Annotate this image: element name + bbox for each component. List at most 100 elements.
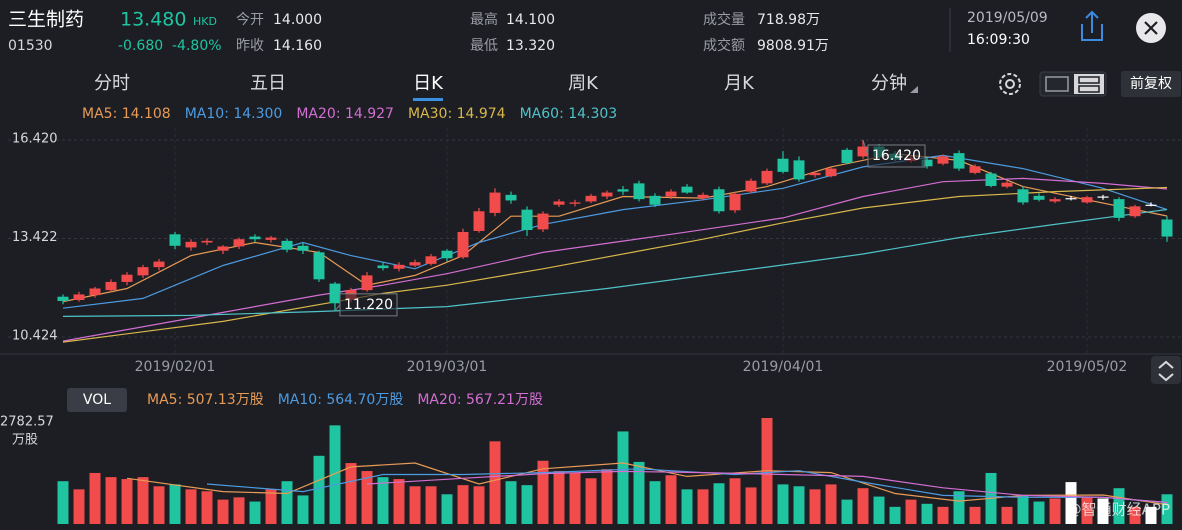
candle-body — [761, 170, 773, 184]
candle-body — [1145, 204, 1157, 206]
tab[interactable]: 五日 — [250, 73, 286, 94]
volume-bar — [921, 503, 933, 524]
volume-bar — [1081, 496, 1093, 524]
tab[interactable]: 日K — [413, 73, 444, 94]
candle-body — [1049, 199, 1061, 202]
candle-body — [377, 265, 389, 269]
candle-body — [265, 237, 277, 240]
volume-bar — [953, 491, 965, 524]
candle-body — [521, 209, 533, 231]
moving-average-line — [62, 208, 1168, 317]
stat-value: 14.100 — [506, 12, 555, 28]
volume-bar — [1097, 498, 1109, 524]
volume-bar — [473, 486, 485, 524]
y-tick-label: 10.424 — [12, 328, 58, 343]
candle-body — [569, 202, 581, 204]
candle-body — [1065, 198, 1077, 200]
tab[interactable]: 周K — [568, 73, 599, 94]
candle-body — [1097, 196, 1109, 198]
volume-bar — [825, 484, 837, 524]
volume-bar — [521, 485, 533, 524]
tab[interactable]: 月K — [724, 73, 755, 94]
tab[interactable]: 分时 — [94, 73, 130, 94]
candle-body — [489, 192, 501, 213]
close-button[interactable] — [1136, 13, 1166, 43]
toggle-single[interactable] — [1045, 76, 1069, 92]
volume-bar — [105, 477, 117, 524]
extreme-label: 16.420 — [872, 148, 921, 164]
volume-bar — [121, 479, 133, 524]
moving-average-line — [206, 468, 1168, 504]
currency: HKD — [193, 15, 217, 28]
share-icon-arrow — [1085, 10, 1099, 33]
volume-bar — [793, 486, 805, 524]
candle-body — [953, 153, 965, 169]
stat-value: 13.320 — [506, 38, 555, 54]
volume-bar — [313, 455, 325, 524]
candle-body — [857, 146, 869, 157]
volume-bar — [1065, 482, 1077, 524]
volume-bar — [361, 471, 373, 524]
layout-toggle[interactable] — [1039, 71, 1107, 97]
candle-body — [921, 159, 933, 167]
legend-entry: MA10: 14.300 — [185, 106, 283, 122]
volume-bar — [185, 489, 197, 524]
candle-body — [713, 189, 725, 212]
collapse-button[interactable] — [1151, 356, 1181, 384]
candle-body — [185, 241, 197, 248]
candle-body — [425, 256, 437, 264]
legend-entry: MA30: 14.974 — [408, 106, 506, 122]
share-button[interactable] — [1081, 10, 1103, 41]
candle-body — [73, 294, 85, 301]
candle-body — [233, 239, 245, 247]
volume-bar — [1113, 488, 1125, 524]
volume-bar — [937, 506, 949, 524]
quote-time: 16:09:30 — [967, 32, 1030, 48]
volume-bar — [665, 475, 677, 524]
candle-body — [329, 283, 341, 304]
candle-body — [601, 192, 613, 197]
stat-value: 14.000 — [273, 12, 322, 28]
dropdown-triangle — [910, 86, 918, 93]
volume-bar — [409, 486, 421, 524]
settings-button[interactable] — [999, 73, 1021, 95]
volume-bar — [345, 463, 357, 524]
volume-bar — [745, 487, 757, 524]
moving-average-line — [62, 177, 1168, 342]
quote-date: 2019/05/09 — [967, 10, 1048, 26]
candle-body — [1033, 195, 1045, 200]
adjust-button[interactable]: 前复权 — [1121, 71, 1181, 97]
volume-indicator-button[interactable]: VOL — [67, 388, 127, 412]
tab-bar: 分时 五日 日K 周K 月K 分钟 — [94, 73, 907, 101]
legend-entry: MA20: 567.21万股 — [417, 392, 543, 408]
share-icon-box — [1081, 24, 1103, 41]
candle-body — [841, 149, 853, 163]
toggle-split-top — [1078, 76, 1100, 84]
volume-bar — [265, 489, 277, 524]
candle-body — [1113, 199, 1125, 218]
candle-body — [121, 274, 133, 282]
candle-body — [393, 264, 405, 269]
candle-body — [969, 166, 981, 173]
stock-name: 三生制药 — [8, 9, 84, 31]
vol-button-label: VOL — [83, 392, 111, 408]
volume-bar — [777, 484, 789, 524]
price-change-pct: -4.80% — [172, 38, 222, 54]
stat-label: 成交额 — [703, 37, 745, 54]
candle-body — [649, 195, 661, 205]
tab[interactable]: 分钟 — [871, 73, 907, 94]
stat-label: 昨收 — [236, 38, 264, 54]
candle-body — [681, 186, 693, 193]
stock-code: 01530 — [8, 38, 53, 54]
candle-body — [697, 194, 709, 199]
toggle-active-bg — [1074, 74, 1104, 94]
volume-bar — [905, 499, 917, 524]
volume-bar — [649, 481, 661, 524]
x-tick-label: 2019/05/02 — [1047, 359, 1128, 375]
candle-body — [665, 191, 677, 197]
extreme-label: 11.220 — [344, 297, 393, 313]
stat-label: 成交量 — [703, 11, 745, 28]
y-tick-label: 2782.57 — [0, 415, 54, 430]
volume-bar — [137, 477, 149, 524]
volume-bar — [489, 441, 501, 524]
